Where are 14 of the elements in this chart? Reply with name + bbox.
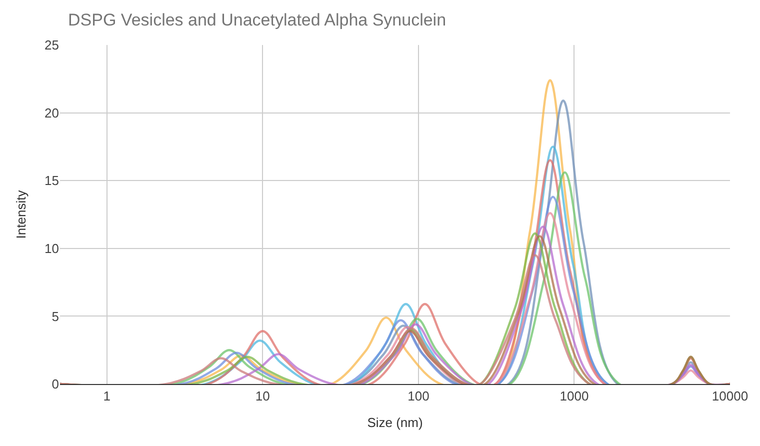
y-tick-label: 25 bbox=[44, 38, 59, 53]
x-tick-label: 1 bbox=[103, 388, 111, 404]
y-tick-label: 15 bbox=[44, 173, 59, 188]
x-axis-title: Size (nm) bbox=[367, 415, 423, 430]
x-tick-label: 100 bbox=[408, 388, 430, 404]
y-tick-label: 20 bbox=[44, 105, 59, 120]
y-tick-label: 0 bbox=[52, 376, 59, 392]
x-tick-label: 10 bbox=[255, 388, 270, 404]
y-tick-label: 10 bbox=[44, 240, 59, 256]
x-tick-label: 10000 bbox=[712, 388, 748, 404]
x-tick-label: 1000 bbox=[560, 388, 589, 404]
y-tick-label: 5 bbox=[52, 308, 59, 324]
chart-title: DSPG Vesicles and Unacetylated Alpha Synuclein bbox=[68, 10, 446, 30]
y-axis-title: Intensity bbox=[13, 190, 28, 239]
